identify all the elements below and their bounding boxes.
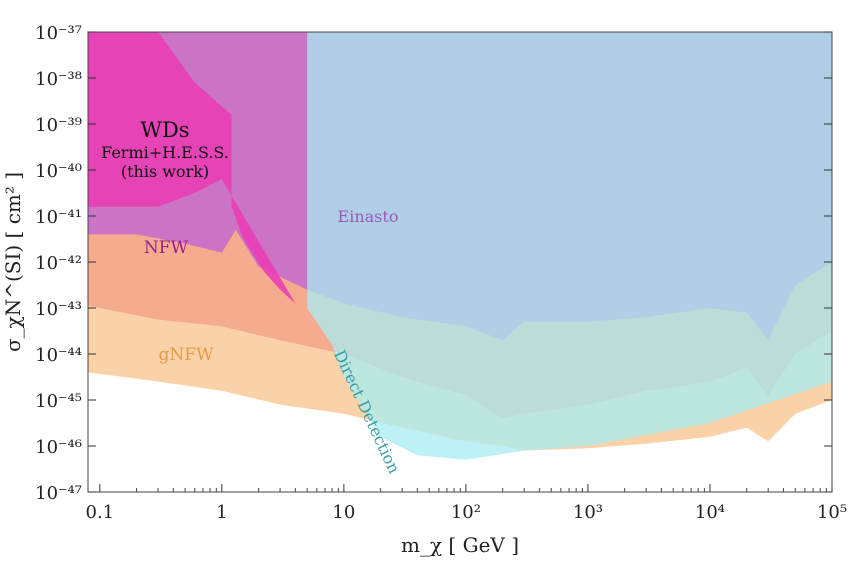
x-tick-label: 10² — [451, 502, 481, 523]
x-tick-label: 10 — [332, 502, 355, 523]
annotation-gnfw: gNFW — [158, 345, 214, 365]
x-tick-label: 0.1 — [86, 502, 115, 523]
annotation-nfw: NFW — [144, 238, 189, 258]
x-tick-label: 10³ — [573, 502, 603, 523]
y-tick-label: 10⁻⁴⁴ — [35, 345, 82, 366]
y-tick-label: 10⁻⁴¹ — [35, 207, 82, 228]
x-tick-label: 1 — [216, 502, 227, 523]
y-tick-label: 10⁻⁴² — [35, 253, 82, 274]
x-tick-label: 10⁵ — [817, 502, 847, 523]
y-tick-label: 10⁻⁴³ — [35, 299, 82, 320]
y-tick-label: 10⁻⁴⁷ — [35, 483, 82, 504]
y-tick-label: 10⁻⁴⁵ — [35, 391, 82, 412]
y-tick-label: 10⁻⁴⁰ — [35, 161, 82, 182]
x-tick-label: 10⁴ — [695, 502, 725, 523]
y-tick-label: 10⁻³⁹ — [35, 115, 82, 136]
axis-ticks: 0.1 1 10 10² 10³ 10⁴ 10⁵ 10⁻³⁷ 10⁻³⁸ 10⁻³⁹ 10⁻⁴⁰ 10… — [35, 23, 847, 523]
y-tick-label: 10⁻³⁷ — [35, 23, 82, 44]
annotation-this-work: (this work) — [121, 162, 209, 181]
annotation-einasto: Einasto — [338, 207, 399, 226]
region-wds-fermi-h-e-s-s-this-work — [88, 32, 296, 304]
y-tick-label: 10⁻⁴⁶ — [35, 437, 82, 458]
x-axis-label: m_χ [ GeV ] — [401, 533, 519, 557]
annotation-wds: WDs — [140, 118, 189, 142]
plot-areas — [88, 32, 832, 460]
region-direct-detection — [307, 32, 832, 460]
annotation-fermi-hess: Fermi+H.E.S.S. — [101, 143, 229, 162]
y-tick-label: 10⁻³⁸ — [35, 69, 82, 90]
y-axis-label: σ_χN^(SI) [ cm² ] — [1, 172, 25, 352]
